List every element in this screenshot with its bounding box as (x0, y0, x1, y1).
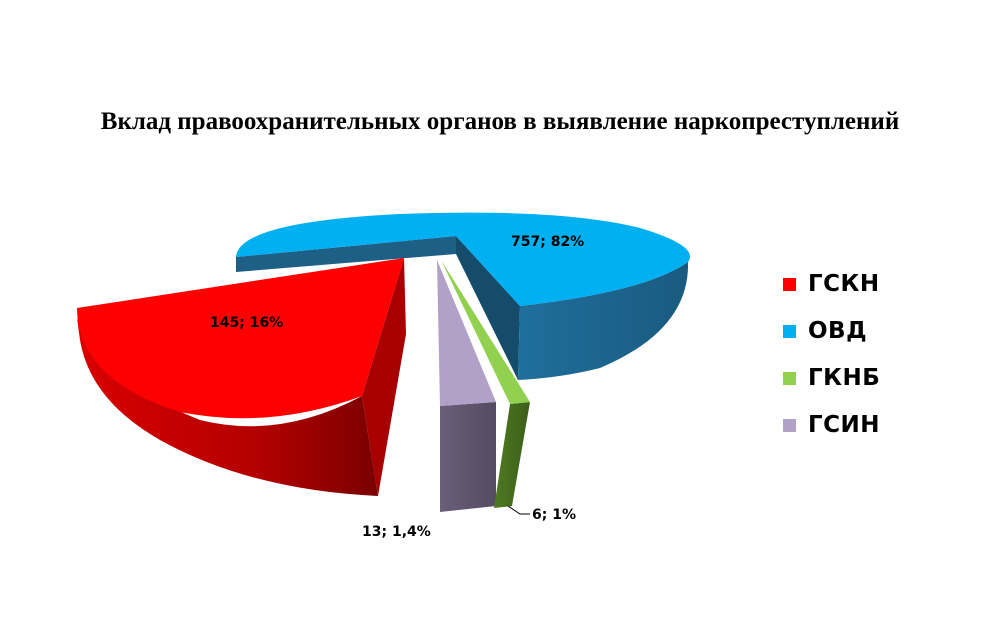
legend-swatch-gsin (783, 418, 796, 432)
slice-gsin-front-wall (440, 402, 496, 512)
slice-gsin (437, 260, 496, 512)
slice-gknb-top (441, 260, 530, 404)
legend-swatch-gskn (783, 277, 796, 291)
slice-ovd-top (236, 212, 690, 306)
slice-gknb (441, 260, 530, 508)
slice-gskn-side-wall (362, 258, 406, 496)
slice-ovd-outer-wall (518, 262, 689, 380)
legend-item-ovd: ОВД (783, 318, 880, 344)
legend-label-gknb: ГКНБ (808, 365, 881, 391)
label-gknb: 6; 1% (532, 507, 576, 523)
slice-gknb-front-wall (494, 402, 530, 508)
label-gsin: 13; 1,4% (362, 524, 431, 540)
gknb-leader-line (507, 505, 530, 515)
slice-gskn (77, 258, 406, 496)
legend-swatch-gknb (783, 371, 796, 385)
label-ovd: 757; 82% (511, 234, 584, 250)
slice-gsin-top (437, 260, 496, 406)
slice-ovd-back-wall (236, 236, 456, 272)
legend-label-gskn: ГСКН (808, 271, 880, 297)
slice-gskn-outer-wall (77, 318, 378, 496)
legend-item-gknb: ГКНБ (783, 365, 881, 391)
legend-label-ovd: ОВД (808, 318, 868, 344)
legend-label-gsin: ГСИН (808, 412, 881, 438)
legend: ГСКН ОВД ГКНБ ГСИН (783, 271, 881, 460)
legend-item-gskn: ГСКН (783, 271, 880, 297)
legend-item-gsin: ГСИН (783, 412, 881, 438)
chart-title: Вклад правоохранительных органов в выявл… (100, 108, 900, 135)
slice-ovd (236, 212, 690, 380)
legend-swatch-ovd (783, 324, 796, 338)
slice-ovd-inner-wall (456, 236, 520, 380)
label-gskn: 145; 16% (210, 315, 283, 331)
slice-gskn-top (77, 258, 404, 419)
